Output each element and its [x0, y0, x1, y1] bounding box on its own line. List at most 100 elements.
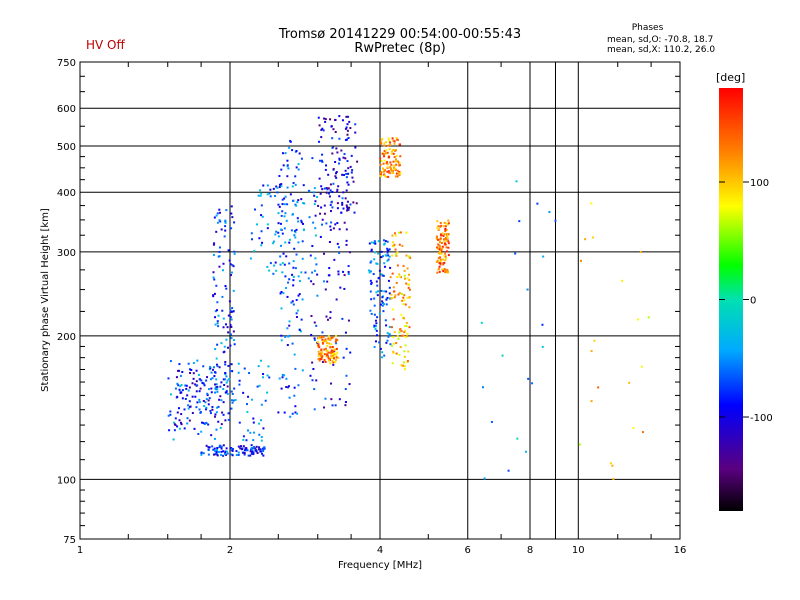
data-point	[321, 340, 324, 343]
data-point	[294, 411, 297, 414]
data-point	[392, 318, 395, 321]
data-point	[286, 164, 289, 167]
data-point	[405, 231, 408, 234]
data-point	[383, 150, 386, 153]
data-point	[229, 263, 232, 266]
data-point	[260, 452, 263, 455]
data-point	[329, 210, 332, 213]
data-point	[218, 246, 221, 249]
data-point	[224, 391, 227, 394]
data-point	[332, 361, 335, 364]
data-point	[443, 240, 446, 243]
data-point	[173, 423, 176, 426]
data-point	[445, 246, 448, 249]
data-point	[334, 118, 337, 121]
data-point	[446, 268, 449, 271]
data-point	[295, 253, 298, 256]
data-point	[541, 345, 544, 348]
data-point	[383, 242, 386, 245]
data-point	[611, 464, 614, 467]
data-point	[220, 450, 223, 453]
data-point	[229, 323, 232, 326]
data-point	[214, 383, 217, 386]
data-point	[347, 270, 350, 273]
data-point	[387, 170, 390, 173]
data-point	[169, 360, 172, 363]
data-point	[259, 450, 262, 453]
data-point	[169, 413, 172, 416]
data-point	[442, 270, 445, 273]
data-point	[321, 153, 324, 156]
data-point	[302, 202, 305, 205]
data-point	[323, 359, 326, 362]
data-point	[222, 454, 225, 457]
data-point	[284, 212, 287, 215]
data-point	[229, 316, 232, 319]
data-point	[181, 397, 184, 400]
data-point	[385, 162, 388, 165]
data-point	[247, 429, 250, 432]
data-point	[218, 265, 221, 268]
data-point	[381, 167, 384, 170]
data-point	[259, 194, 262, 197]
data-point	[542, 255, 545, 258]
data-point	[344, 404, 347, 407]
data-point	[238, 379, 241, 382]
data-point	[215, 411, 218, 414]
data-point	[287, 335, 290, 338]
data-point	[292, 181, 295, 184]
data-point	[335, 176, 338, 179]
data-point	[297, 220, 300, 223]
data-point	[350, 154, 353, 157]
data-point	[301, 298, 304, 301]
data-point	[285, 255, 288, 258]
data-point	[379, 303, 382, 306]
data-point	[300, 198, 303, 201]
data-point	[437, 243, 440, 246]
data-point	[280, 290, 283, 293]
data-point	[435, 235, 438, 238]
data-point	[293, 234, 296, 237]
data-point	[647, 316, 650, 319]
data-point	[337, 356, 340, 359]
data-point	[218, 398, 221, 401]
data-point	[252, 453, 255, 456]
data-point	[490, 420, 493, 423]
data-point	[294, 203, 297, 206]
data-point	[383, 142, 386, 145]
data-point	[446, 236, 449, 239]
data-point	[382, 274, 385, 277]
data-point	[341, 201, 344, 204]
data-point	[336, 151, 339, 154]
data-point	[266, 227, 269, 230]
data-point	[370, 281, 373, 284]
data-point	[243, 453, 246, 456]
data-point	[393, 296, 396, 299]
data-point	[218, 219, 221, 222]
phase-x-stats: mean, sd,X: 110.2, 26.0	[607, 45, 716, 55]
data-point	[293, 353, 296, 356]
data-point	[295, 228, 298, 231]
data-point	[640, 365, 643, 368]
data-point	[444, 259, 447, 262]
data-point	[292, 213, 295, 216]
data-point	[338, 158, 341, 161]
data-point	[235, 450, 238, 453]
data-point	[313, 269, 316, 272]
data-point	[214, 316, 217, 319]
data-point	[229, 309, 232, 312]
data-point	[317, 341, 320, 344]
data-point	[338, 162, 341, 165]
data-point	[612, 478, 615, 481]
data-point	[593, 339, 596, 342]
data-point	[281, 152, 284, 155]
data-point	[444, 252, 447, 255]
data-point	[262, 449, 265, 452]
data-point	[321, 160, 324, 163]
data-point	[212, 294, 215, 297]
data-point	[331, 360, 334, 363]
data-point	[578, 443, 581, 446]
data-point	[406, 332, 409, 335]
data-point	[243, 451, 246, 454]
data-point	[198, 390, 201, 393]
